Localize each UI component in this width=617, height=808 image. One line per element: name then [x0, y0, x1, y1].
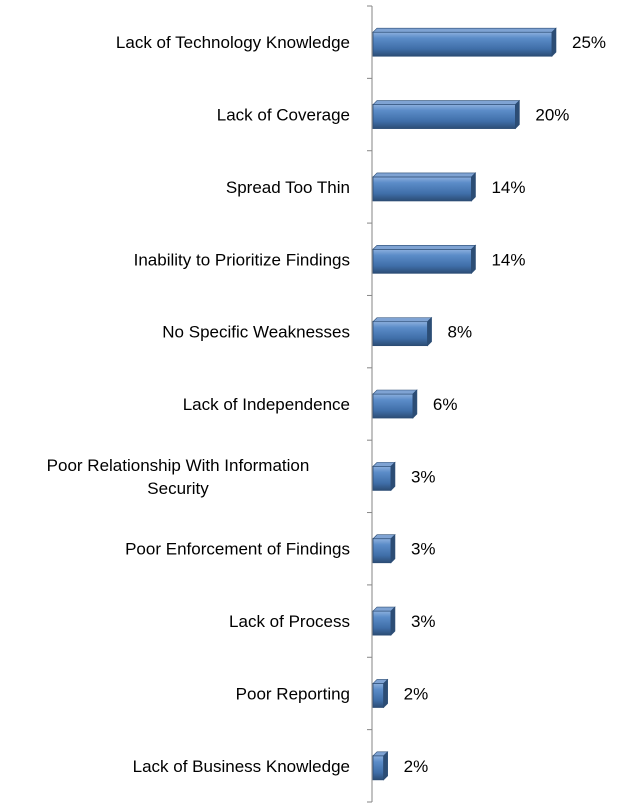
value-label-2: 20% — [535, 106, 569, 125]
category-label-10: Poor Reporting — [236, 684, 350, 703]
category-label-8: Poor Enforcement of Findings — [125, 540, 350, 559]
value-label-3: 14% — [491, 178, 525, 197]
value-label-11: 2% — [404, 757, 429, 776]
category-label-3: Spread Too Thin — [226, 178, 350, 197]
bar-11 — [372, 751, 389, 781]
bars-group — [372, 27, 557, 781]
category-label-11: Lack of Business Knowledge — [133, 757, 350, 776]
category-label-7: Poor Relationship With Information Securi… — [47, 456, 310, 498]
bar-6 — [372, 389, 418, 419]
value-label-10: 2% — [404, 684, 429, 703]
category-label-9: Lack of Process — [229, 612, 350, 631]
category-labels-group: Lack of Technology Knowledge Lack of Cove… — [47, 33, 350, 776]
category-label-2: Lack of Coverage — [217, 106, 350, 125]
bar-2 — [372, 99, 521, 130]
value-label-4: 14% — [491, 250, 525, 269]
category-label-4: Inability to Prioritize Findings — [134, 250, 350, 269]
category-label-6: Lack of Independence — [183, 395, 350, 414]
value-label-5: 8% — [448, 323, 473, 342]
bar-8 — [372, 534, 396, 564]
bar-3 — [372, 172, 477, 202]
category-axis — [367, 5, 373, 803]
category-label-5: No Specific Weaknesses — [162, 323, 350, 342]
value-label-8: 3% — [411, 540, 436, 559]
value-label-1: 25% — [572, 33, 606, 52]
bar-4 — [372, 244, 477, 274]
value-label-9: 3% — [411, 612, 436, 631]
value-labels-group: 25% 20% 14% 14% 8% 6% 3% 3% 3% 2% 2% — [404, 33, 606, 776]
category-label-1: Lack of Technology Knowledge — [116, 33, 350, 52]
bar-5 — [372, 316, 433, 347]
bar-9 — [372, 606, 396, 636]
value-label-7: 3% — [411, 467, 436, 486]
bar-10 — [372, 678, 389, 709]
bar-7 — [372, 461, 396, 492]
bar-1 — [372, 27, 557, 57]
value-label-6: 6% — [433, 395, 458, 414]
